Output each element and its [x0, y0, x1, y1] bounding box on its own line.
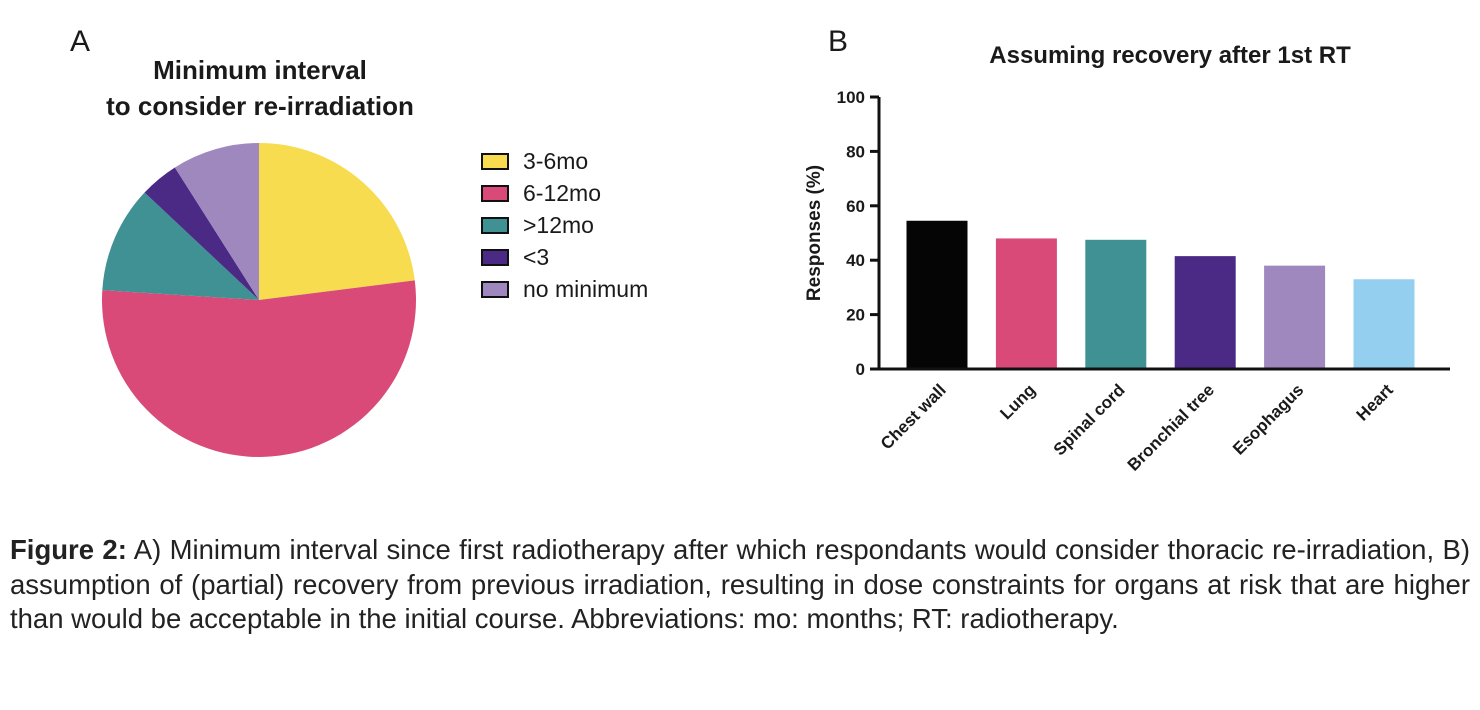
- x-tick-label-2: Spinal cord: [1050, 380, 1129, 459]
- pie-slice-3: [144, 167, 259, 300]
- legend-item-1: 6-12mo: [481, 177, 648, 209]
- x-tick-label-4: Esophagus: [1229, 380, 1307, 458]
- legend-item-4: no minimum: [481, 273, 648, 305]
- bar-2: [1085, 239, 1147, 369]
- bar-chart-title: Assuming recovery after 1st RT: [989, 42, 1351, 69]
- y-tick-label-2: 40: [846, 251, 865, 270]
- pie-slice-4: [174, 143, 259, 300]
- panel-a-letter: A: [70, 25, 91, 58]
- bar-3: [1174, 256, 1236, 369]
- pie-title-line2: to consider re-irradiation: [106, 91, 414, 121]
- legend-label: <3: [523, 243, 550, 270]
- bar-0: [906, 220, 968, 369]
- bar-1: [995, 238, 1057, 369]
- caption-label: Figure 2:: [10, 534, 127, 565]
- x-tick-label-1: Lung: [996, 380, 1039, 423]
- bar-5: [1353, 279, 1415, 369]
- legend-label: 6-12mo: [523, 179, 601, 206]
- legend-label: >12mo: [523, 211, 594, 238]
- legend-label: 3-6mo: [523, 147, 589, 174]
- x-tick-label-0: Chest wall: [877, 380, 950, 453]
- pie-slice-1: [102, 280, 416, 457]
- y-tick-label-0: 0: [856, 360, 865, 379]
- y-tick-label-3: 60: [846, 197, 865, 216]
- y-tick-label-1: 20: [846, 306, 865, 325]
- caption-text: A) Minimum interval since first radiothe…: [10, 534, 1470, 634]
- pie-chart-title: Minimum interval to consider re-irradiat…: [60, 52, 460, 124]
- pie-title-line1: Minimum interval: [153, 55, 367, 85]
- figure-caption: Figure 2: A) Minimum interval since firs…: [10, 533, 1470, 637]
- bar-chart: Responses (%) Chest wall Lung Spinal cordBr…: [804, 88, 1450, 475]
- legend-swatch: [481, 280, 509, 298]
- pie-legend: 3-6mo 6-12mo >12mo <3 no minimum: [481, 145, 648, 305]
- x-tick-label-3: Bronchial tree: [1124, 380, 1218, 474]
- pie-slice-2: [102, 192, 259, 300]
- legend-swatch: [481, 216, 509, 234]
- pie-slice-0: [259, 143, 415, 300]
- legend-label: no minimum: [523, 275, 649, 302]
- bar-4: [1264, 265, 1326, 369]
- y-tick-label-4: 80: [846, 142, 865, 161]
- y-tick-label-5: 100: [837, 88, 865, 107]
- x-tick-label-5: Heart: [1353, 380, 1397, 424]
- legend-swatch: [481, 184, 509, 202]
- panel-b-letter: B: [828, 25, 849, 58]
- legend-swatch: [481, 248, 509, 266]
- legend-swatch: [481, 152, 509, 170]
- legend-item-0: 3-6mo: [481, 145, 648, 177]
- legend-item-3: <3: [481, 241, 648, 273]
- pie-chart: [102, 143, 416, 457]
- legend-item-2: >12mo: [481, 209, 648, 241]
- y-axis-label: Responses (%): [804, 165, 825, 301]
